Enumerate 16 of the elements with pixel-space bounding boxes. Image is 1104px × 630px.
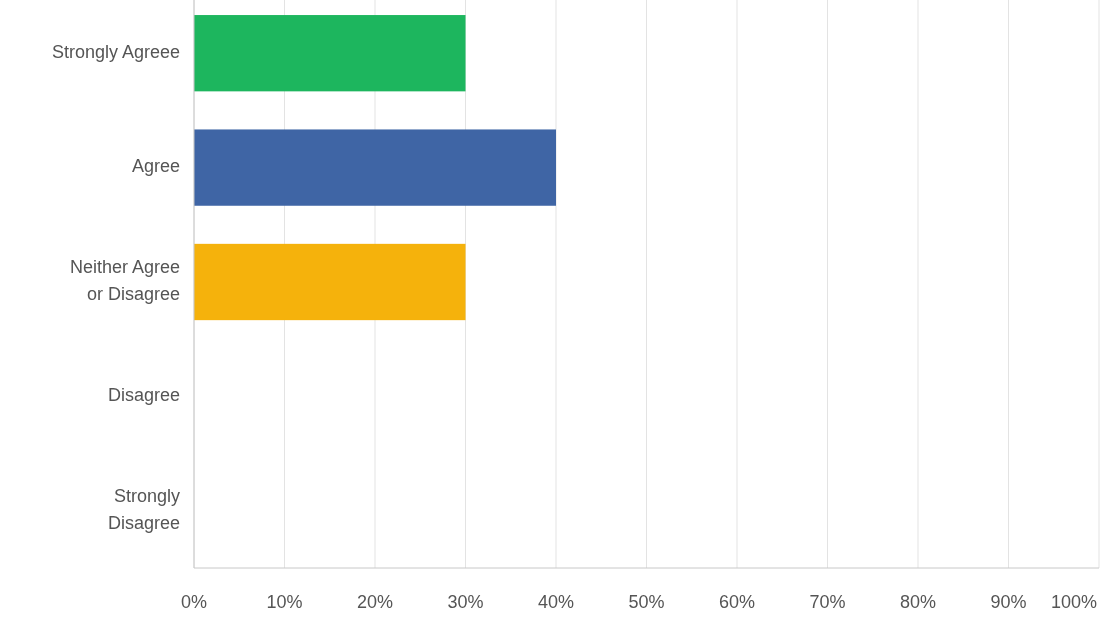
y-tick-label: Neither Agree or Disagree [69,257,180,305]
x-tick-label: 20% [356,591,394,612]
x-tick-label: 10% [266,591,303,612]
x-tick-label: 90% [990,591,1027,612]
x-tick-label: 30% [447,591,484,612]
x-tick-label: 80% [899,591,937,612]
x-tick-label: 70% [809,591,846,612]
x-tick-label: 60% [718,591,756,612]
y-tick-label: Strongly Agreee [51,41,180,62]
x-tick-label: 0% [180,591,208,612]
y-tick-label: Agree [131,156,180,177]
x-tick-label: 100% [1050,591,1098,612]
x-tick-label: 50% [628,591,665,612]
y-tick-label: Strongly Disagree [107,486,180,534]
y-tick-label: Disagree [107,385,180,406]
x-tick-label: 40% [537,591,575,612]
